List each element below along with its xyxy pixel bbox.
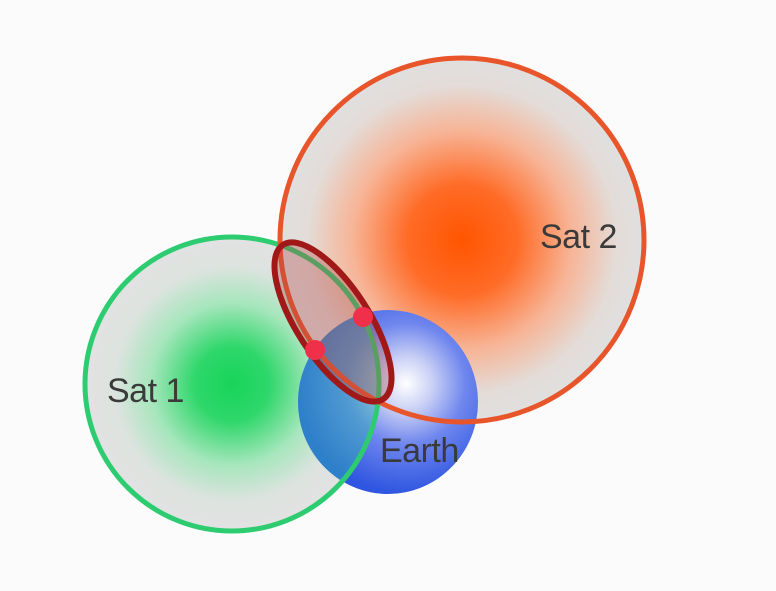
intersection-point-lower xyxy=(305,340,325,360)
earth-label: Earth xyxy=(380,432,459,470)
sat2-label: Sat 2 xyxy=(540,218,617,256)
intersection-point-upper xyxy=(353,307,373,327)
sat1-label: Sat 1 xyxy=(107,372,184,410)
